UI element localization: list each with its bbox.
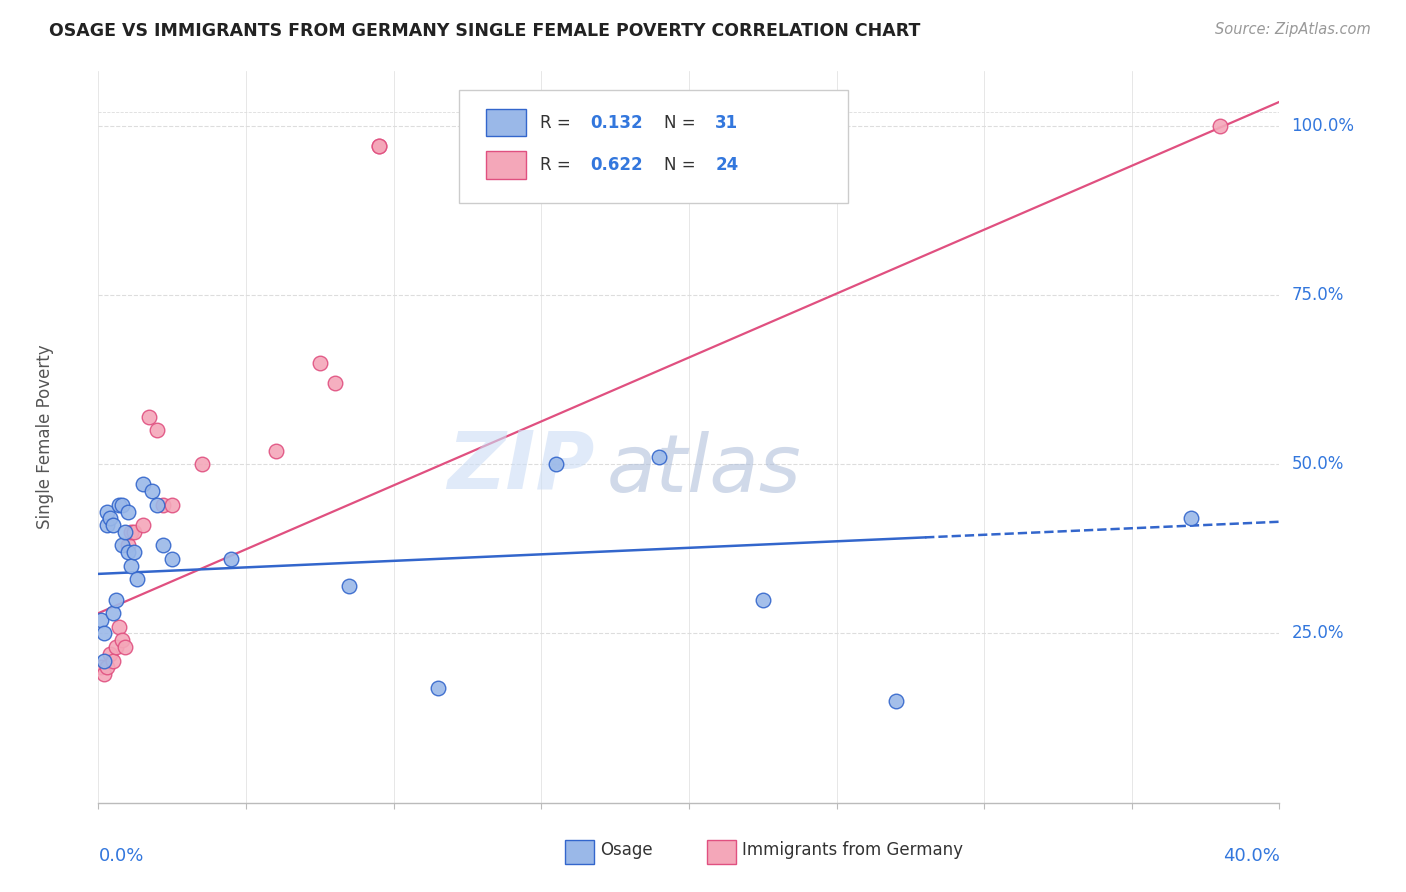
Point [141,484,163,499]
Text: 24: 24 [716,156,738,174]
Text: 31: 31 [716,113,738,131]
Point [120,524,142,539]
Point [1180,511,1202,525]
Text: 50.0%: 50.0% [1291,455,1344,473]
Point [98,511,121,525]
Point [90,613,112,627]
Point [117,545,139,559]
Point [96,518,118,533]
Point [111,538,134,552]
Text: 100.0%: 100.0% [1291,117,1354,135]
Point [162,498,183,512]
Point [93,626,115,640]
Text: R =: R = [540,156,576,174]
Point [264,443,287,458]
Point [114,524,136,539]
Point [368,139,391,153]
Point [103,606,125,620]
Point [105,592,128,607]
Point [648,450,671,465]
Point [98,647,121,661]
Point [96,505,118,519]
Point [751,592,773,607]
Point [132,518,155,533]
Text: 40.0%: 40.0% [1223,847,1279,864]
Text: atlas: atlas [606,431,801,509]
Point [323,376,346,390]
Text: N =: N = [665,156,702,174]
Text: ZIP: ZIP [447,427,595,506]
Text: 0.622: 0.622 [591,156,643,174]
Point [93,654,115,668]
Point [105,640,128,654]
Point [120,558,142,573]
Bar [565,840,595,863]
Point [117,505,139,519]
Point [111,633,134,648]
Point [138,409,160,424]
Point [146,423,169,437]
Point [337,579,360,593]
Point [544,457,567,471]
Text: R =: R = [540,113,576,131]
Point [427,681,450,695]
Point [96,660,118,674]
Text: 75.0%: 75.0% [1291,285,1344,304]
Text: 25.0%: 25.0% [1291,624,1344,642]
Point [103,518,125,533]
Point [884,694,907,708]
Text: Osage: Osage [600,841,652,859]
Text: 0.132: 0.132 [591,113,643,131]
Point [122,524,145,539]
Point [219,552,242,566]
Bar [707,840,737,863]
Point [152,498,174,512]
Text: Immigrants from Germany: Immigrants from Germany [742,841,963,859]
Text: 0.0%: 0.0% [98,847,143,864]
Point [309,355,332,369]
FancyBboxPatch shape [458,90,848,203]
Point [108,498,131,512]
Bar [486,109,526,136]
Point [90,660,112,674]
Point [152,538,174,552]
Point [108,620,131,634]
Point [122,545,145,559]
Point [125,572,148,586]
Point [132,477,155,491]
Point [103,654,125,668]
Point [117,538,139,552]
Text: N =: N = [665,113,702,131]
Point [162,552,183,566]
Text: Single Female Poverty: Single Female Poverty [37,345,55,529]
Point [114,640,136,654]
Point [111,498,134,512]
Point [93,667,115,681]
Text: OSAGE VS IMMIGRANTS FROM GERMANY SINGLE FEMALE POVERTY CORRELATION CHART: OSAGE VS IMMIGRANTS FROM GERMANY SINGLE … [49,22,921,40]
Point [146,498,169,512]
Point [191,457,214,471]
Text: Source: ZipAtlas.com: Source: ZipAtlas.com [1215,22,1371,37]
Bar [486,151,526,179]
Point [368,139,391,153]
Point [1209,119,1232,133]
